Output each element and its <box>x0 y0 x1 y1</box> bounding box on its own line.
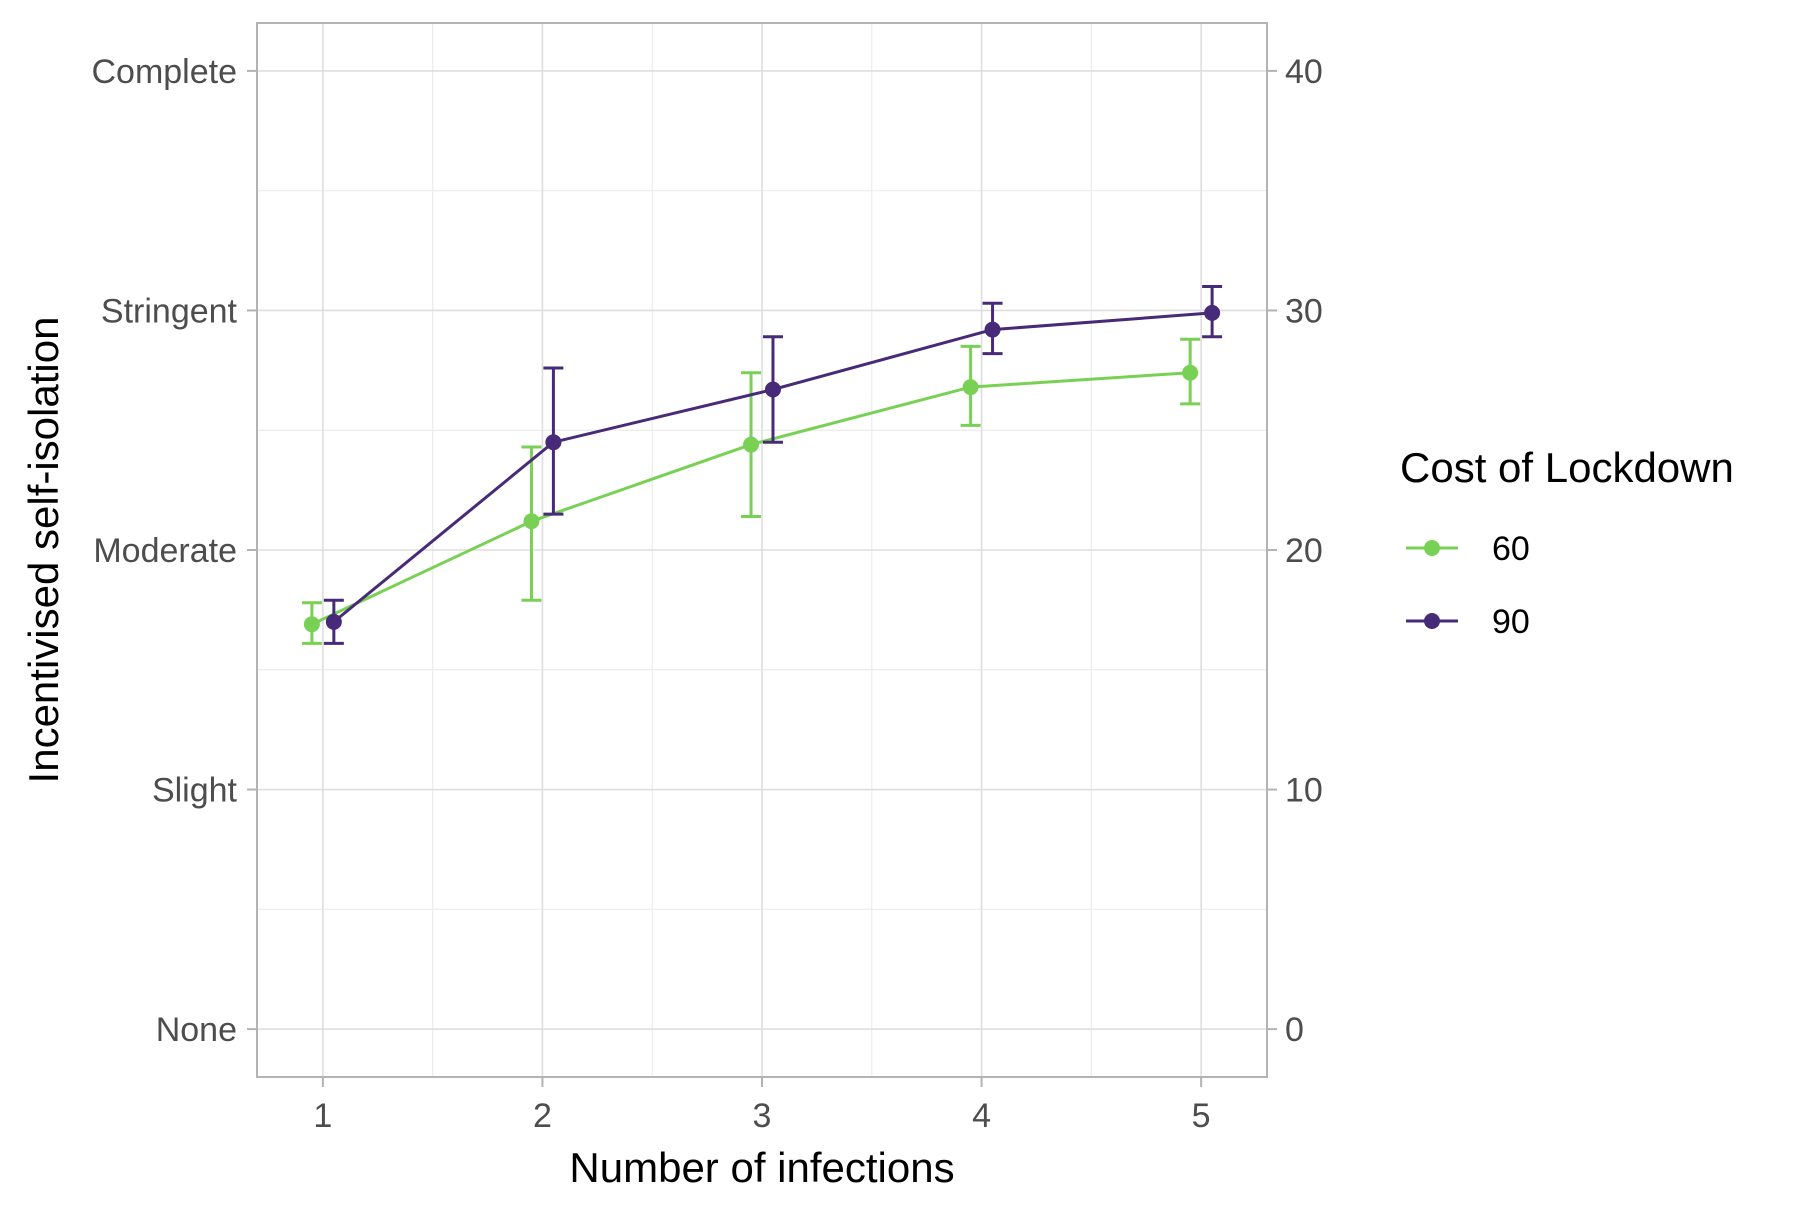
legend-label: 90 <box>1492 603 1530 641</box>
data-point <box>325 613 342 630</box>
legend-key-point <box>1424 613 1440 629</box>
y-left-tick-label: Complete <box>91 53 237 91</box>
legend-key-point <box>1424 540 1440 556</box>
data-point <box>764 381 781 398</box>
legend-item-90: 90 <box>1406 603 1530 641</box>
x-tick-label: 2 <box>533 1097 552 1135</box>
x-tick-label: 3 <box>753 1097 772 1135</box>
data-point <box>984 321 1001 338</box>
x-tick-label: 4 <box>972 1097 991 1135</box>
legend-items: 60 90 <box>1406 530 1530 641</box>
y-left-tick-label: Moderate <box>93 532 237 570</box>
y-left-tick-label: Slight <box>152 772 238 810</box>
legend-label: 60 <box>1492 530 1530 568</box>
y-right-tick-label: 40 <box>1285 53 1323 91</box>
x-tick-label: 1 <box>313 1097 332 1135</box>
data-point <box>545 434 562 451</box>
data-point <box>743 436 760 453</box>
y-axis-title: Incentivised self-isolation <box>20 317 67 784</box>
legend: Cost of Lockdown 60 90 <box>1400 444 1734 641</box>
series-90 <box>323 285 1223 645</box>
y-right-tick-label: 0 <box>1285 1011 1304 1049</box>
data-point <box>303 616 320 633</box>
series-layer <box>301 285 1223 645</box>
grid-layer <box>257 23 1267 1077</box>
y-left-tick-label: None <box>156 1011 237 1049</box>
data-point <box>1204 304 1221 321</box>
series-60 <box>301 337 1201 645</box>
data-point <box>523 513 540 530</box>
x-tick-label: 5 <box>1192 1097 1211 1135</box>
x-axis-title: Number of infections <box>569 1144 954 1191</box>
y-right-tick-label: 10 <box>1285 772 1323 810</box>
y-left-tick-label: Stringent <box>101 292 238 330</box>
data-point <box>1182 364 1199 381</box>
data-point <box>962 379 979 396</box>
ticks-layer: None Slight Moderate Stringent Complete 0 10 20… <box>91 53 1322 1135</box>
legend-item-60: 60 <box>1406 530 1530 568</box>
y-right-tick-label: 20 <box>1285 532 1323 570</box>
legend-title: Cost of Lockdown <box>1400 444 1734 491</box>
y-right-tick-label: 30 <box>1285 292 1323 330</box>
